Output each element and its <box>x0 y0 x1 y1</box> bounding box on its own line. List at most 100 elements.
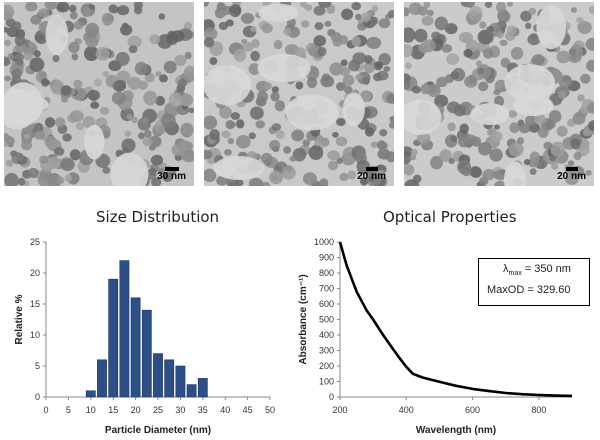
tem-particle <box>529 151 541 163</box>
tem-particle <box>27 41 35 48</box>
tem-particle <box>303 172 317 186</box>
tem-particle <box>411 85 421 94</box>
tem-particle <box>14 34 26 47</box>
tem-particle <box>389 121 394 129</box>
tem-particle <box>478 81 489 92</box>
tem-particle <box>275 130 285 140</box>
tem-particle <box>15 58 24 66</box>
bar <box>97 359 107 398</box>
y-tick-label: 500 <box>319 315 334 325</box>
tem-particle <box>436 76 448 88</box>
tem-particle <box>434 94 449 108</box>
tem-particle <box>573 151 582 161</box>
tem-particle <box>550 141 566 157</box>
tem-particle <box>180 93 194 107</box>
tem-particle <box>549 155 556 162</box>
tem-particle <box>314 22 324 31</box>
tem-particle <box>551 162 559 170</box>
tem-particle <box>69 4 77 13</box>
tem-particle <box>251 39 260 48</box>
tem-particle <box>95 47 110 61</box>
tem-particle <box>23 133 30 139</box>
tem-particle <box>248 132 256 140</box>
tem-particle <box>6 136 15 146</box>
tem-particle <box>387 10 394 18</box>
tem-particle <box>236 119 245 129</box>
tem-particle <box>339 66 351 77</box>
tem-particle <box>565 174 579 186</box>
tem-particle <box>33 50 41 58</box>
tem-particle <box>373 72 383 82</box>
scale-bar-3: 20 nm <box>557 167 586 182</box>
tem-particle <box>509 122 520 134</box>
tem-particle <box>240 12 255 24</box>
tem-particle <box>418 42 430 54</box>
tem-particle <box>361 12 371 23</box>
tem-particle <box>585 37 594 51</box>
tem-particle <box>588 120 594 132</box>
tem-particle <box>308 145 324 160</box>
tem-particle <box>126 113 133 120</box>
tem-particle <box>557 89 567 100</box>
tem-particle <box>317 46 327 57</box>
tem-particle <box>405 62 412 70</box>
y-tick-label: 100 <box>319 377 334 387</box>
tem-particle <box>414 28 428 43</box>
tem-particle <box>379 129 388 137</box>
tem-particle <box>171 143 186 157</box>
x-tick-label: 35 <box>198 405 208 415</box>
tem-particle <box>493 169 507 181</box>
tem-image-3: 20 nm <box>404 2 594 186</box>
tem-particle <box>4 39 12 46</box>
tem-particle <box>274 100 285 112</box>
bar <box>141 309 152 398</box>
y-tick-label: 25 <box>30 237 40 247</box>
tem-particle <box>138 132 145 140</box>
x-tick-label: 25 <box>153 405 163 415</box>
tem-particle <box>44 117 56 128</box>
tem-particle <box>427 83 441 97</box>
optical-properties-title: Optical Properties <box>383 208 517 226</box>
tem-particle <box>90 101 100 109</box>
tem-particle <box>230 112 241 120</box>
tem-particle <box>102 130 111 139</box>
tem-image-1: 30 nm <box>4 2 194 186</box>
tem-particle <box>271 123 282 131</box>
tem-particle <box>122 22 129 28</box>
x-tick-label: 400 <box>399 405 414 415</box>
tem-particle <box>144 129 152 139</box>
tem-particle <box>188 107 194 114</box>
tem-particle <box>570 54 577 61</box>
tem-particle <box>41 78 50 87</box>
tem-particle <box>30 14 42 25</box>
tem-particle <box>270 91 280 102</box>
tem-particle <box>218 9 227 17</box>
y-axis-label: Absorbance (cm⁻¹) <box>298 274 309 364</box>
tem-particle <box>250 106 264 120</box>
tem-particle <box>11 69 22 79</box>
tem-particle <box>531 54 545 66</box>
tem-particle <box>302 139 311 147</box>
tem-particle <box>498 13 506 21</box>
tem-particle <box>324 20 332 27</box>
tem-particle <box>370 16 379 26</box>
tem-particle <box>71 53 79 61</box>
tem-particle <box>177 78 187 88</box>
tem-particle <box>499 39 508 47</box>
tem-void <box>84 124 105 160</box>
tem-particle <box>371 5 379 12</box>
tem-particle <box>204 149 213 160</box>
tem-particle <box>142 117 149 123</box>
y-tick-label: 200 <box>319 361 334 371</box>
tem-particle <box>318 2 332 8</box>
tem-particle <box>495 2 507 13</box>
tem-particle <box>151 177 162 186</box>
tem-particle <box>459 123 469 134</box>
tem-particle <box>304 4 313 11</box>
tem-particle <box>344 85 353 94</box>
tem-particle <box>4 26 9 33</box>
tem-particle <box>166 31 179 45</box>
tem-particle <box>183 65 194 79</box>
tem-particle <box>479 21 487 29</box>
tem-particle <box>149 34 161 45</box>
